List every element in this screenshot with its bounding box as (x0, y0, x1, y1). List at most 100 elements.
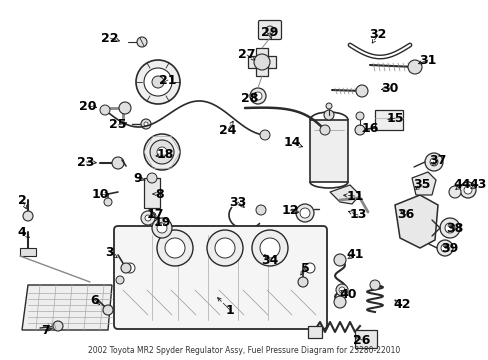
Circle shape (260, 130, 269, 140)
Circle shape (119, 102, 131, 114)
Circle shape (440, 244, 448, 252)
Circle shape (157, 223, 167, 233)
Circle shape (459, 182, 475, 198)
Circle shape (53, 321, 63, 331)
Text: 44: 44 (452, 179, 470, 192)
Text: 22: 22 (101, 31, 119, 45)
Circle shape (141, 211, 155, 225)
Circle shape (333, 296, 346, 308)
Circle shape (436, 240, 452, 256)
Circle shape (125, 263, 135, 273)
FancyBboxPatch shape (114, 226, 326, 329)
Text: 39: 39 (441, 242, 458, 255)
Circle shape (429, 158, 437, 166)
Circle shape (152, 76, 163, 88)
Bar (247, 56, 275, 68)
Text: 23: 23 (77, 156, 95, 168)
Circle shape (324, 110, 333, 120)
Bar (20, 248, 36, 256)
Bar (143, 178, 160, 208)
Circle shape (305, 263, 314, 273)
Circle shape (333, 254, 346, 266)
Text: 41: 41 (346, 248, 363, 261)
Circle shape (136, 60, 180, 104)
Circle shape (253, 54, 269, 70)
Circle shape (147, 173, 157, 183)
Circle shape (206, 230, 243, 266)
Circle shape (325, 103, 331, 109)
Circle shape (249, 88, 265, 104)
Text: 38: 38 (446, 221, 463, 234)
Circle shape (104, 198, 112, 206)
Circle shape (143, 134, 180, 170)
Circle shape (143, 122, 148, 126)
Text: 2002 Toyota MR2 Spyder Regulator Assy, Fuel Pressure Diagram for 23280-22010: 2002 Toyota MR2 Spyder Regulator Assy, F… (88, 346, 399, 355)
Circle shape (256, 205, 265, 215)
Text: 15: 15 (386, 112, 403, 125)
Circle shape (150, 140, 174, 164)
Circle shape (299, 208, 309, 218)
Text: 2: 2 (18, 194, 26, 207)
Circle shape (253, 92, 262, 100)
Circle shape (369, 280, 379, 290)
Text: 17: 17 (146, 207, 163, 220)
Text: 19: 19 (153, 216, 170, 229)
Circle shape (338, 287, 345, 293)
Text: 6: 6 (90, 293, 99, 306)
FancyBboxPatch shape (258, 21, 281, 40)
Circle shape (143, 68, 172, 96)
Circle shape (297, 277, 307, 287)
Circle shape (319, 125, 329, 135)
Circle shape (439, 218, 459, 238)
Circle shape (407, 60, 421, 74)
Polygon shape (22, 285, 112, 330)
Text: 12: 12 (281, 203, 298, 216)
Circle shape (295, 204, 313, 222)
Text: 31: 31 (418, 54, 436, 67)
Text: 26: 26 (353, 333, 370, 346)
Circle shape (100, 105, 110, 115)
Circle shape (112, 157, 124, 169)
Circle shape (116, 276, 124, 284)
Circle shape (164, 238, 184, 258)
Circle shape (152, 218, 172, 238)
Text: 5: 5 (300, 261, 309, 274)
Bar (256, 48, 267, 76)
Circle shape (355, 85, 367, 97)
Circle shape (157, 147, 167, 157)
Polygon shape (411, 172, 435, 195)
Text: 40: 40 (339, 288, 356, 302)
Circle shape (335, 284, 347, 296)
Circle shape (23, 211, 33, 221)
Bar (309, 120, 347, 182)
Circle shape (251, 230, 287, 266)
Text: 35: 35 (412, 179, 430, 192)
Text: 28: 28 (241, 91, 258, 104)
Text: 7: 7 (41, 324, 49, 337)
Bar (307, 326, 321, 338)
Text: 11: 11 (346, 189, 363, 202)
Text: 18: 18 (156, 148, 173, 162)
Text: 10: 10 (91, 188, 108, 201)
Circle shape (103, 305, 113, 315)
Text: 8: 8 (155, 188, 164, 201)
Text: 14: 14 (283, 136, 300, 149)
Text: 37: 37 (428, 153, 446, 166)
Text: 21: 21 (159, 73, 176, 86)
Text: 43: 43 (468, 179, 486, 192)
Text: 25: 25 (109, 118, 126, 131)
Circle shape (157, 230, 193, 266)
Text: 32: 32 (368, 28, 386, 41)
Circle shape (355, 112, 363, 120)
Text: 33: 33 (229, 195, 246, 208)
Text: 3: 3 (105, 246, 114, 258)
Circle shape (463, 186, 471, 194)
Circle shape (215, 238, 235, 258)
Circle shape (121, 263, 131, 273)
Text: 13: 13 (348, 208, 366, 221)
Text: 42: 42 (392, 298, 410, 311)
Text: 1: 1 (225, 303, 234, 316)
Text: 34: 34 (261, 253, 278, 266)
Circle shape (444, 223, 454, 233)
Circle shape (260, 238, 280, 258)
